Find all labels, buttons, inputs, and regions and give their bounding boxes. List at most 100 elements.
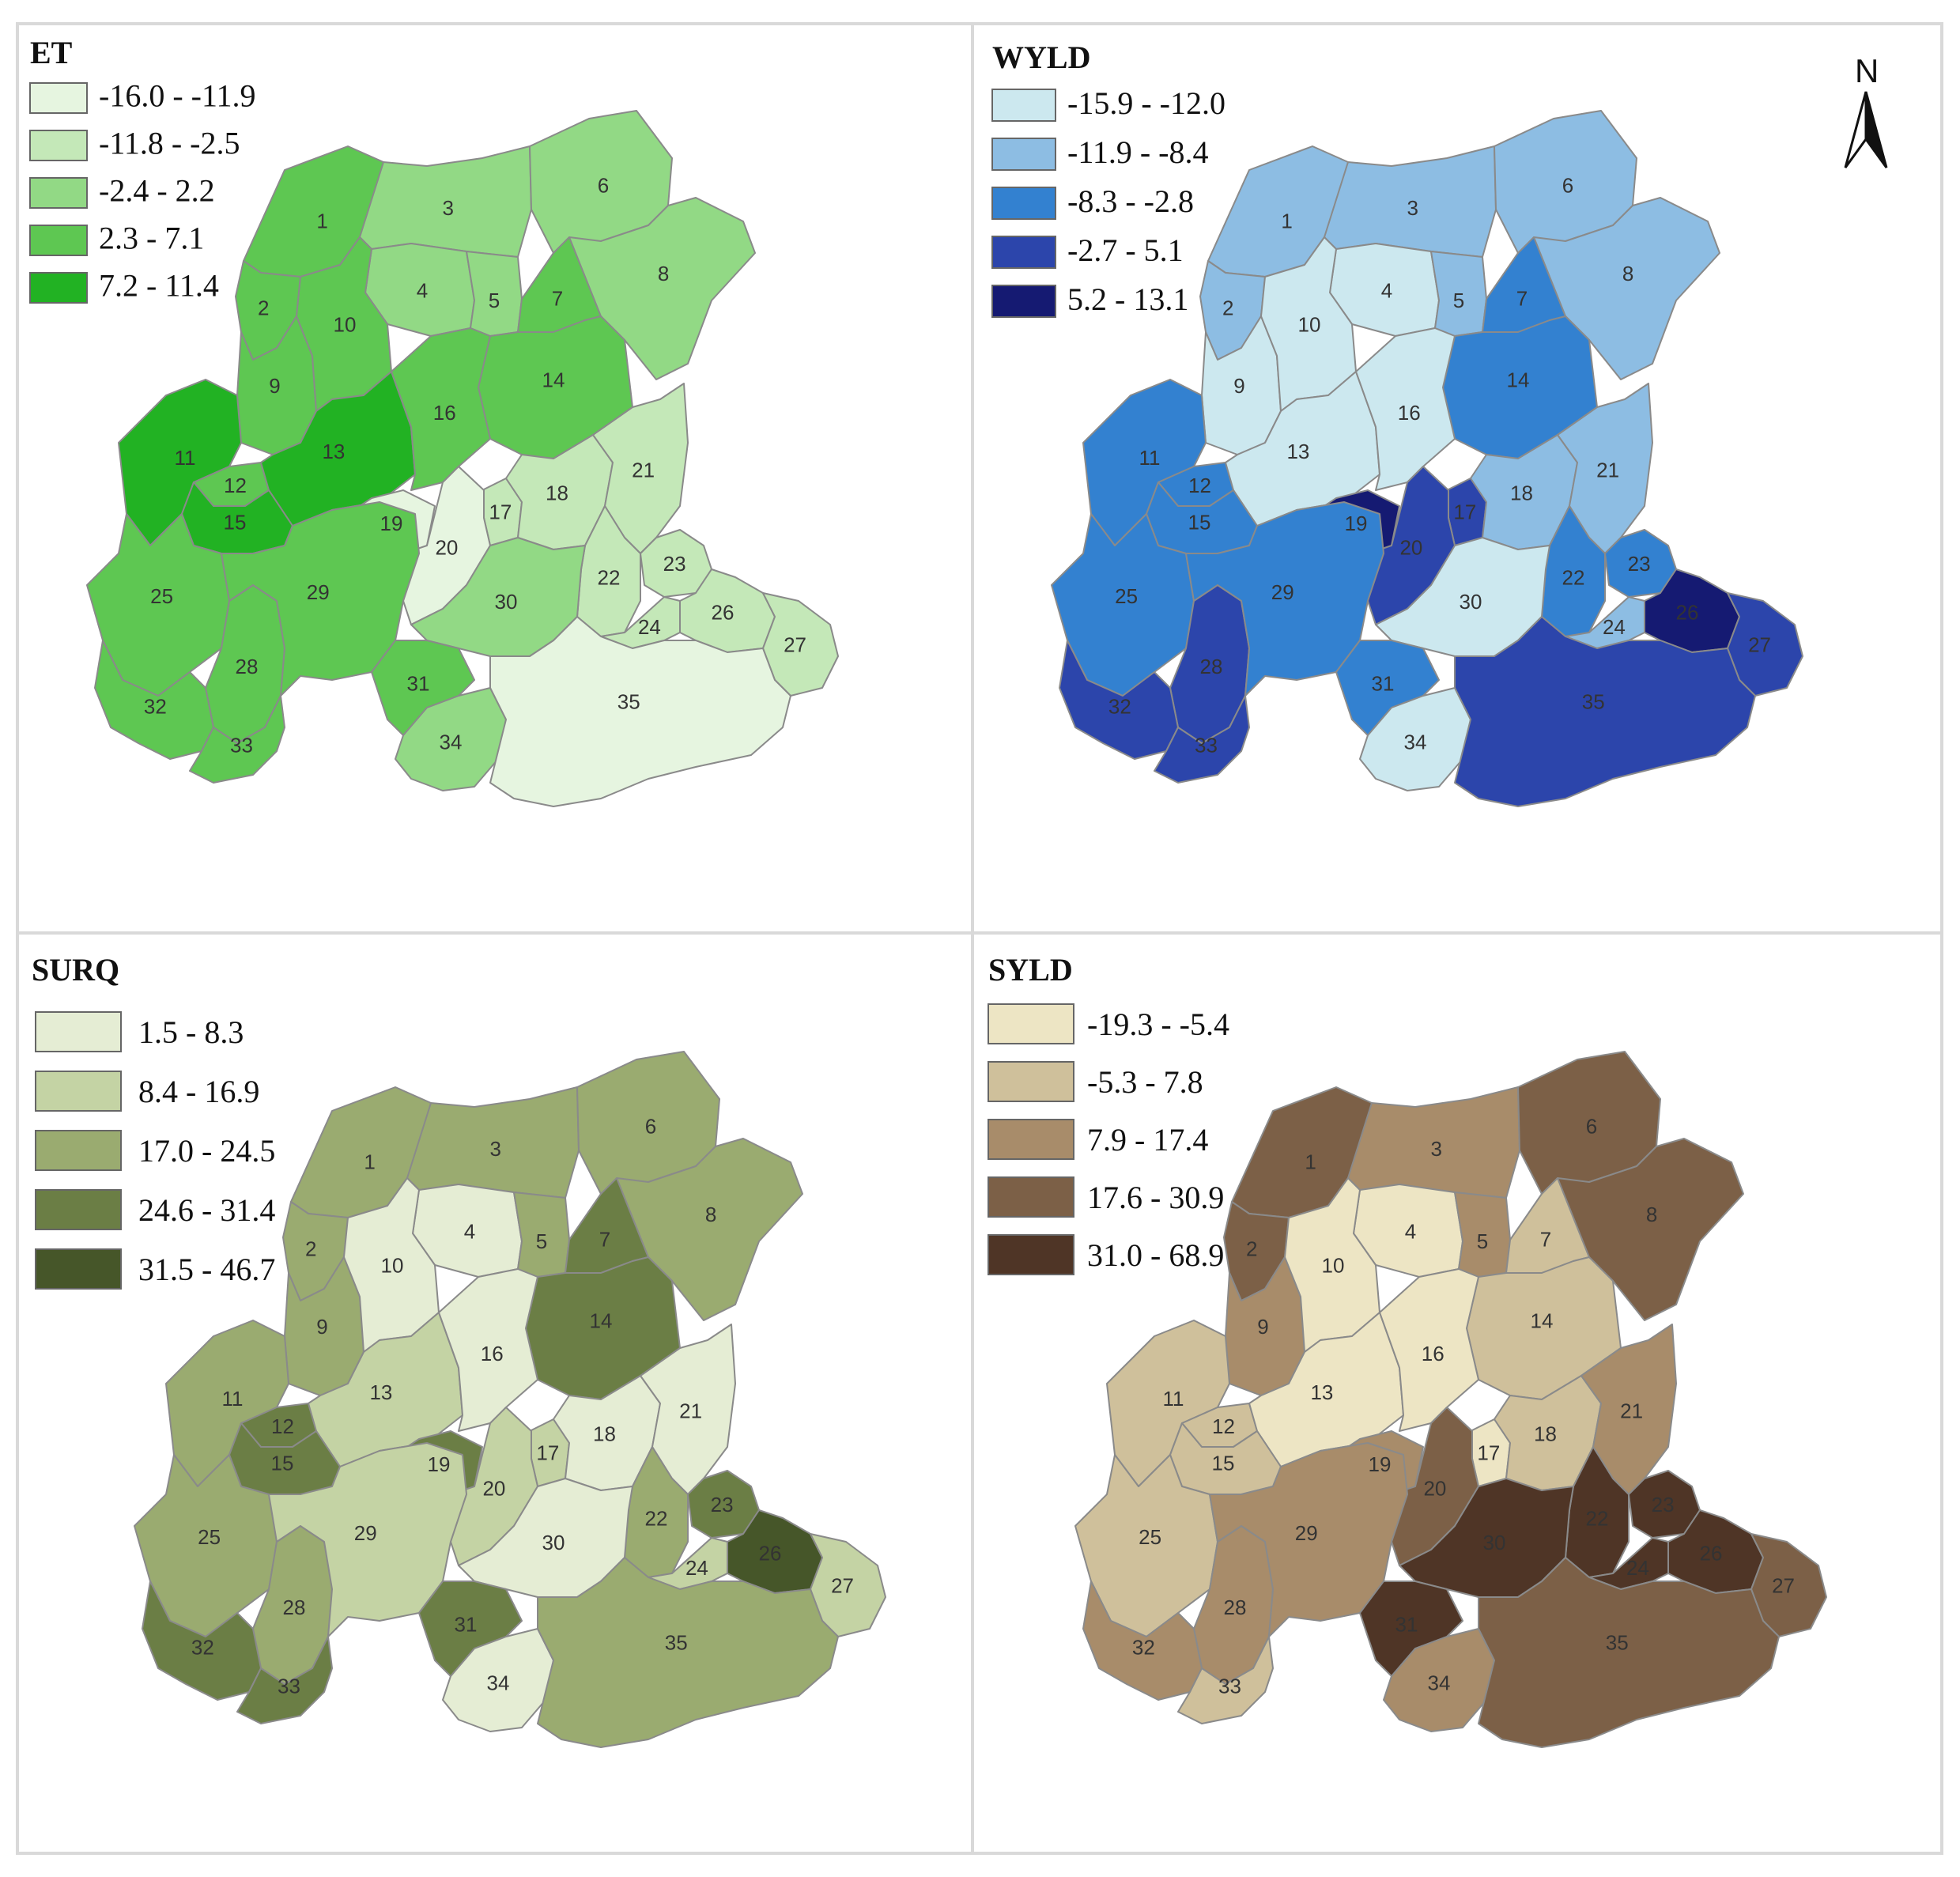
subbasin-20 bbox=[402, 466, 491, 625]
subbasin-label-2: 2 bbox=[305, 1237, 316, 1260]
legend-swatch bbox=[35, 1011, 122, 1052]
subbasin-label-10: 10 bbox=[334, 312, 357, 336]
subbasin-label-3: 3 bbox=[1407, 196, 1418, 220]
subbasin-27 bbox=[762, 592, 839, 697]
subbasin-label-10: 10 bbox=[1322, 1253, 1345, 1277]
legend-label: -15.9 - -12.0 bbox=[1067, 85, 1225, 121]
subbasin-label-31: 31 bbox=[455, 1613, 478, 1637]
north-label: N bbox=[1855, 52, 1879, 89]
subbasin-label-17: 17 bbox=[1453, 500, 1476, 524]
legend-label: 5.2 - 13.1 bbox=[1067, 281, 1188, 317]
surq-legend: 1.5 - 8.3 8.4 - 16.9 17.0 - 24.5 24.6 - 31.… bbox=[35, 1011, 275, 1290]
subbasin-label-34: 34 bbox=[1404, 731, 1427, 754]
legend-swatch bbox=[991, 89, 1056, 122]
subbasin-label-32: 32 bbox=[1132, 1636, 1155, 1660]
subbasin-label-33: 33 bbox=[278, 1675, 300, 1698]
subbasin-label-5: 5 bbox=[1477, 1229, 1488, 1253]
subbasin-label-18: 18 bbox=[546, 482, 568, 505]
subbasin-label-23: 23 bbox=[711, 1493, 734, 1516]
subbasin-21 bbox=[1557, 383, 1653, 554]
subbasin-30 bbox=[1375, 537, 1550, 657]
subbasin-label-22: 22 bbox=[1562, 566, 1585, 590]
subbasin-label-13: 13 bbox=[369, 1380, 392, 1404]
subbasin-label-3: 3 bbox=[442, 196, 453, 220]
subbasin-label-5: 5 bbox=[1453, 289, 1464, 312]
subbasin-label-23: 23 bbox=[1652, 1493, 1675, 1516]
subbasin-label-34: 34 bbox=[1428, 1671, 1451, 1695]
subbasin-label-30: 30 bbox=[1483, 1531, 1506, 1554]
legend-swatch bbox=[35, 1189, 122, 1230]
legend-swatch bbox=[35, 1130, 122, 1171]
subbasin-label-14: 14 bbox=[1531, 1309, 1554, 1332]
legend-swatch bbox=[35, 1248, 122, 1290]
north-arrow-icon: N bbox=[1844, 52, 1888, 168]
legend-label: -11.9 - -8.4 bbox=[1067, 134, 1208, 170]
legend-swatch bbox=[29, 130, 88, 161]
subbasin-label-9: 9 bbox=[1233, 374, 1244, 398]
legend-label: -8.3 - -2.8 bbox=[1067, 183, 1194, 219]
subbasin-label-6: 6 bbox=[598, 173, 609, 197]
subbasin-label-15: 15 bbox=[271, 1452, 294, 1475]
subbasin-label-6: 6 bbox=[1562, 173, 1573, 197]
subbasin-21 bbox=[640, 1324, 736, 1495]
north-arrow-right bbox=[1864, 91, 1888, 168]
et-legend: -16.0 - -11.9 -11.8 - -2.5 -2.4 - 2.2 2.3 -… bbox=[29, 78, 255, 304]
subbasin-label-10: 10 bbox=[1298, 312, 1321, 336]
subbasin-label-3: 3 bbox=[1430, 1137, 1441, 1161]
subbasin-label-2: 2 bbox=[1246, 1237, 1257, 1260]
subbasin-label-5: 5 bbox=[536, 1229, 547, 1253]
subbasin-label-24: 24 bbox=[1603, 615, 1626, 639]
subbasin-27 bbox=[810, 1533, 886, 1637]
subbasin-label-9: 9 bbox=[269, 374, 280, 398]
syld-legend: -19.3 - -5.4 -5.3 - 7.8 7.9 - 17.4 17.6 - 3… bbox=[988, 1003, 1229, 1275]
subbasin-label-23: 23 bbox=[663, 552, 686, 576]
legend-swatch bbox=[988, 1061, 1074, 1102]
subbasin-16 bbox=[391, 327, 491, 491]
subbasin-label-8: 8 bbox=[1622, 262, 1633, 285]
subbasin-label-14: 14 bbox=[542, 368, 565, 391]
subbasin-label-31: 31 bbox=[1395, 1613, 1418, 1637]
subbasin-33 bbox=[236, 1636, 333, 1724]
subbasin-label-30: 30 bbox=[1460, 590, 1482, 614]
subbasin-35 bbox=[1478, 1557, 1780, 1748]
subbasin-label-13: 13 bbox=[1286, 440, 1309, 463]
subbasin-20 bbox=[1391, 1407, 1479, 1566]
subbasin-label-35: 35 bbox=[1606, 1630, 1629, 1654]
legend-label: -2.7 - 5.1 bbox=[1067, 232, 1184, 268]
subbasin-35 bbox=[489, 616, 791, 807]
subbasin-label-10: 10 bbox=[381, 1253, 404, 1277]
subbasin-label-33: 33 bbox=[1195, 734, 1218, 757]
subbasin-label-29: 29 bbox=[354, 1521, 377, 1545]
subbasin-21 bbox=[592, 383, 689, 554]
subbasin-label-26: 26 bbox=[759, 1542, 782, 1565]
subbasin-label-27: 27 bbox=[784, 633, 806, 657]
subbasin-label-4: 4 bbox=[1381, 279, 1392, 303]
subbasin-label-16: 16 bbox=[1398, 401, 1421, 425]
legend-label: 1.5 - 8.3 bbox=[138, 1014, 244, 1050]
subbasin-label-18: 18 bbox=[1510, 482, 1533, 505]
subbasin-label-12: 12 bbox=[224, 474, 247, 497]
subbasin-label-9: 9 bbox=[1257, 1315, 1268, 1339]
subbasin-label-19: 19 bbox=[380, 512, 403, 535]
panel-title: ET bbox=[30, 35, 73, 70]
subbasin-label-29: 29 bbox=[1295, 1521, 1318, 1545]
panel-title: SYLD bbox=[988, 952, 1073, 988]
subbasin-label-3: 3 bbox=[489, 1137, 500, 1161]
subbasin-label-35: 35 bbox=[617, 689, 640, 713]
subbasin-label-19: 19 bbox=[428, 1452, 451, 1476]
subbasin-label-12: 12 bbox=[1212, 1414, 1235, 1438]
subbasin-label-23: 23 bbox=[1628, 552, 1651, 576]
subbasin-label-18: 18 bbox=[1534, 1422, 1557, 1446]
subbasin-label-11: 11 bbox=[1163, 1387, 1184, 1411]
legend-label: 7.2 - 11.4 bbox=[99, 268, 219, 304]
subbasin-label-32: 32 bbox=[1108, 695, 1131, 719]
subbasin-label-21: 21 bbox=[1620, 1399, 1643, 1423]
subbasin-label-19: 19 bbox=[1369, 1452, 1392, 1476]
